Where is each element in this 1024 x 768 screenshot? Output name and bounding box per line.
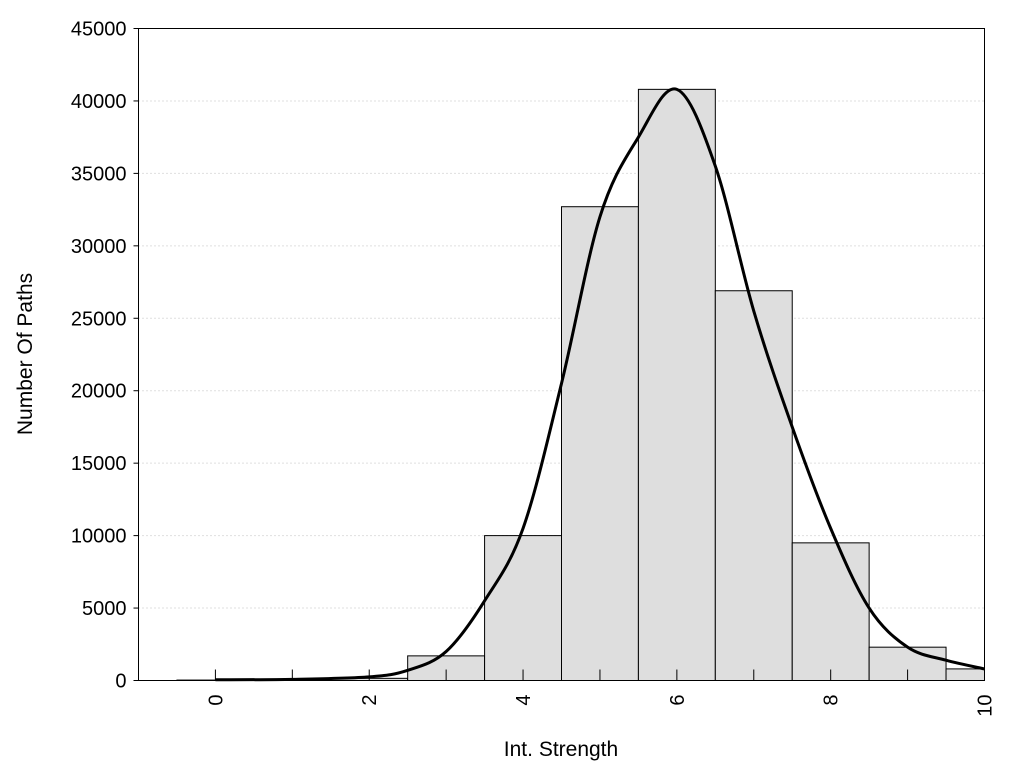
histogram-bar: [637, 88, 716, 681]
y-tick-label: 40000: [71, 91, 127, 113]
y-tick-label: 45000: [71, 19, 127, 41]
density-curve: [215, 87, 985, 682]
grid-lines: [138, 100, 985, 609]
y-tick-label: 15000: [71, 453, 127, 475]
x-tick-label: 4: [513, 695, 535, 706]
y-tick-label: 30000: [71, 236, 127, 258]
y-tick-label: 5000: [82, 598, 127, 620]
x-tick-label: 10: [975, 695, 997, 717]
histogram-bars: [176, 88, 986, 682]
x-tick-label: 6: [667, 695, 689, 706]
histogram-bar: [791, 542, 870, 681]
y-tick-label: 25000: [71, 308, 127, 330]
y-tick-label: 20000: [71, 381, 127, 403]
density-curve-layer: [215, 87, 985, 682]
x-axis-title: Int. Strength: [504, 738, 618, 761]
y-tick-label: 10000: [71, 526, 127, 548]
x-tick-label: 0: [205, 695, 227, 706]
histogram-bar: [561, 206, 639, 681]
x-tick-label: 2: [359, 695, 381, 706]
y-tick-label: 35000: [71, 163, 127, 185]
y-axis-ticks: 0 5000 10000 15000 20000 25000 30000 35000 40000…: [71, 19, 139, 693]
x-axis-ticks: 0 2 4 6 8 10: [205, 669, 997, 717]
x-tick-label: 8: [821, 695, 843, 706]
histogram-bar: [714, 290, 793, 681]
histogram-bar: [484, 535, 562, 681]
y-tick-label: 0: [115, 671, 126, 693]
plot-frame: [138, 28, 985, 681]
histogram-bar: [945, 668, 986, 681]
y-axis-title: Number Of Paths: [14, 273, 37, 435]
